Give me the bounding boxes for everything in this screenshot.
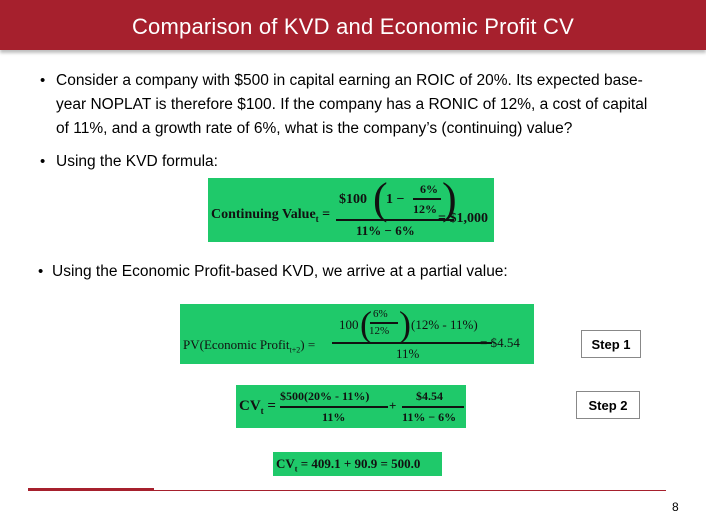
- formula-cv-num2: $4.54: [416, 389, 443, 403]
- bullet-1-line-1: Consider a company with $500 in capital …: [56, 72, 643, 89]
- formula-pv-diff: (12% - 11%): [411, 317, 478, 332]
- formula-pv-den: 11%: [396, 346, 420, 361]
- formula-kvd: Continuing Valuet = $100 ( 1 − 6% 12% ) …: [208, 174, 494, 242]
- formula-kvd-inner-den: 12%: [413, 202, 437, 216]
- formula-pv-main-bar: [332, 342, 492, 344]
- formula-pv-inner-bar: [370, 322, 398, 324]
- formula-cv-result-text: CVt = 409.1 + 90.9 = 500.0: [276, 456, 421, 474]
- bullet-dot-1: •: [40, 72, 46, 89]
- formula-cv: CVt = $500(20% - 11%) 11% + $4.54 11% − …: [236, 385, 466, 428]
- title-bar: Comparison of KVD and Economic Profit CV: [0, 0, 706, 50]
- bullet-3: Using the Economic Profit-based KVD, we …: [52, 263, 508, 280]
- footer-rule: [154, 490, 666, 491]
- formula-kvd-inner-bar: [413, 198, 441, 200]
- formula-cv-den2: 11% − 6%: [402, 410, 457, 424]
- slide-title: Comparison of KVD and Economic Profit CV: [131, 14, 575, 39]
- formula-pv-coef: 100: [339, 317, 359, 332]
- formula-cv-result: CVt = 409.1 + 90.9 = 500.0: [273, 452, 442, 476]
- formula-cv-bar1: [280, 406, 388, 408]
- formula-pv-inner-num: 6%: [373, 308, 388, 320]
- formula-kvd-result: = $1,000: [438, 211, 488, 226]
- formula-pv-lhs: PV(Economic Profitt+2) =: [183, 337, 316, 355]
- formula-kvd-coef: $100: [339, 192, 367, 207]
- formula-kvd-main-bar: [336, 219, 454, 221]
- formula-kvd-lhs: Continuing Valuet =: [211, 207, 331, 224]
- formula-kvd-inner-num: 6%: [420, 182, 438, 196]
- formula-kvd-one: 1 −: [386, 192, 405, 207]
- step-2-label: Step 2: [576, 391, 640, 419]
- bullet-1-line-2: year NOPLAT is therefore $100. If the co…: [56, 96, 648, 113]
- step-1-label: Step 1: [581, 330, 641, 358]
- formula-pv-left-paren: (: [360, 304, 372, 344]
- page-number: 8: [672, 500, 679, 514]
- formula-cv-num1: $500(20% - 11%): [280, 389, 370, 403]
- bullet-2: Using the KVD formula:: [56, 153, 218, 170]
- formula-pv-right-paren: ): [399, 304, 411, 344]
- formula-cv-plus: +: [389, 398, 397, 413]
- formula-kvd-den: 11% − 6%: [356, 223, 415, 238]
- bullet-1-line-3: of 11%, and a growth rate of 6%, what is…: [56, 120, 573, 137]
- formula-pv-economic-profit: PV(Economic Profitt+2) = 100 ( 6% 12% ) …: [180, 304, 534, 364]
- formula-kvd-right-paren: ): [442, 174, 457, 223]
- formula-pv-inner-den: 12%: [369, 325, 390, 337]
- formula-cv-bar2: [402, 406, 464, 408]
- formula-pv-result: = $4.54: [480, 335, 520, 350]
- bullet-dot-2: •: [40, 153, 46, 170]
- formula-cv-den1: 11%: [322, 410, 346, 424]
- bullet-dot-3: •: [38, 263, 44, 280]
- formula-cv-lhs: CVt =: [239, 398, 276, 416]
- footer-accent-line: [28, 488, 154, 491]
- formula-kvd-left-paren: (: [373, 174, 388, 223]
